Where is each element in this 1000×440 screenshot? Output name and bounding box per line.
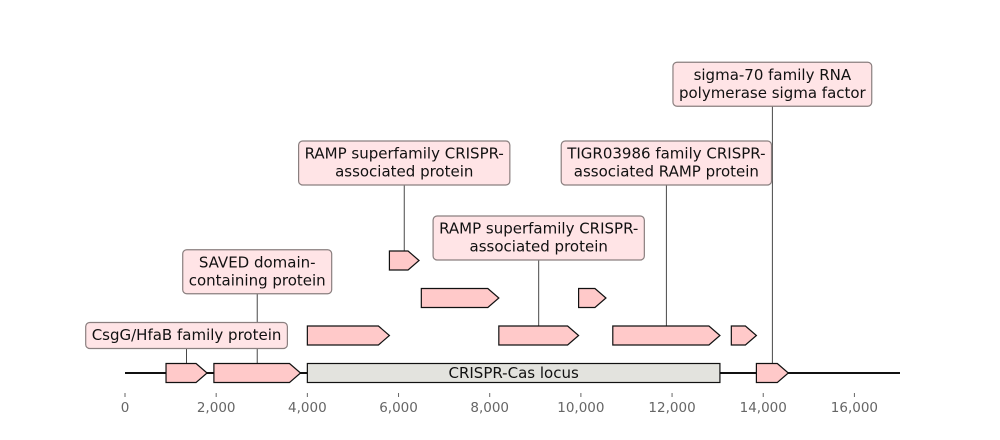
feature-label-box	[432, 215, 645, 261]
feature-label-box	[85, 321, 288, 350]
feature-arrow	[755, 362, 790, 384]
axis-tick-label: 10,000	[557, 400, 604, 416]
feature-arrow	[165, 362, 208, 384]
feature-label: SAVED domain-containing protein	[182, 249, 333, 295]
feature-arrows	[165, 250, 790, 384]
axis-tick-label: 14,000	[740, 400, 787, 416]
feature-label-text: associated protein	[470, 238, 608, 256]
feature-arrow	[612, 325, 721, 346]
feature-label-text: RAMP superfamily CRISPR-	[439, 220, 638, 238]
feature-label-text: associated protein	[335, 163, 473, 181]
feature-label-text: associated RAMP protein	[574, 163, 759, 181]
feature-label-text: RAMP superfamily CRISPR-	[305, 145, 504, 163]
axis-tick-label: 12,000	[648, 400, 695, 416]
feature-arrow	[388, 250, 420, 271]
axis-tick-label: 4,000	[288, 400, 327, 416]
feature-label-box	[560, 140, 773, 186]
region-layer: CRISPR-Cas locus	[306, 362, 721, 384]
feature-label-text: CsgG/HfaB family protein	[92, 326, 282, 344]
feature-label: TIGR03986 family CRISPR-associated RAMP …	[560, 140, 773, 186]
feature-arrow	[578, 287, 607, 309]
axis-tick-label: 16,000	[831, 400, 878, 416]
region-label: CRISPR-Cas locus	[448, 364, 578, 382]
feature-label-text: SAVED domain-	[199, 253, 316, 271]
x-axis: 0 2,000 4,000 6,000 8,000 10,000 12,000 14,000 1…	[121, 393, 878, 416]
feature-label: RAMP superfamily CRISPR-associated prote…	[298, 140, 511, 186]
feature-labels: CsgG/HfaB family protein SAVED domain-con…	[85, 61, 873, 350]
feature-label-box	[182, 249, 333, 295]
feature-arrow	[213, 362, 302, 384]
axis-tick-label: 0	[121, 400, 130, 416]
axis-tick-label: 2,000	[197, 400, 236, 416]
axis-tick-label: 8,000	[470, 400, 509, 416]
feature-label-box	[672, 61, 873, 107]
feature-arrow	[498, 325, 580, 346]
region-crispr-cas-locus	[306, 362, 721, 384]
feature-arrow	[306, 325, 391, 346]
feature-label-text: containing protein	[189, 271, 326, 289]
feature-label-box	[298, 140, 511, 186]
feature-label-text: polymerase sigma factor	[679, 84, 867, 102]
feature-label-text: TIGR03986 family CRISPR-	[566, 145, 765, 163]
feature-arrow	[730, 325, 758, 346]
feature-label: CsgG/HfaB family protein	[85, 321, 288, 350]
feature-label: RAMP superfamily CRISPR-associated prote…	[432, 215, 645, 261]
axis-tick-label: 6,000	[379, 400, 418, 416]
feature-label-text: sigma-70 family RNA	[694, 66, 852, 84]
feature-arrow	[420, 287, 500, 309]
